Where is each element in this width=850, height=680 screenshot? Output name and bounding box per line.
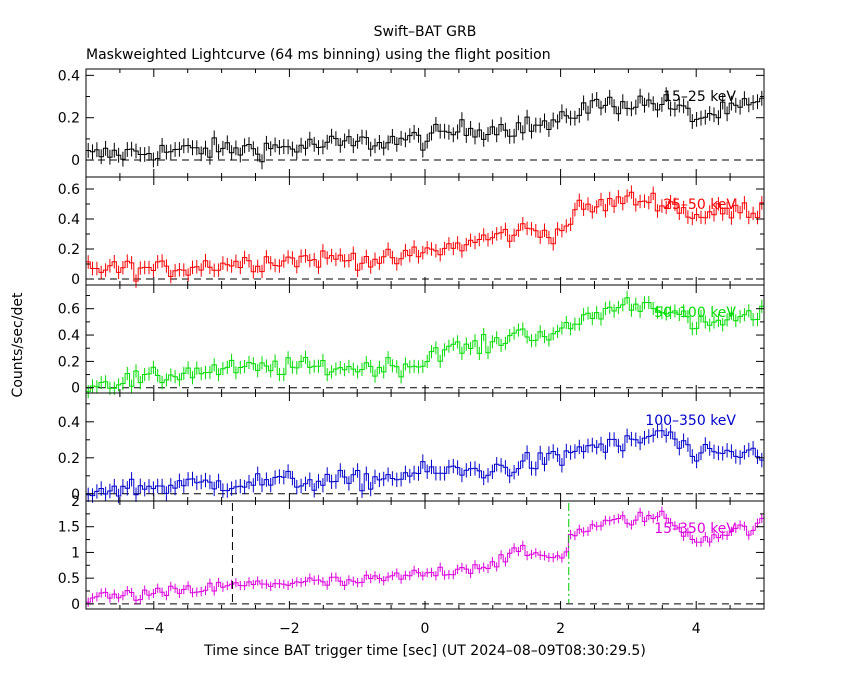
x-tick-label: −4 — [143, 621, 164, 637]
x-tick-label: −2 — [279, 621, 300, 637]
error-bars — [87, 185, 763, 288]
lightcurve-series — [86, 510, 764, 603]
x-tick-label: 0 — [421, 621, 430, 637]
energy-band-label: 100–350 keV — [645, 413, 736, 429]
lightcurve-series — [86, 297, 764, 393]
panel-5: 0 0.5 1 1.5 2 15–350 keV — [58, 494, 765, 613]
y-axis-label: Counts/sec/det — [10, 292, 26, 397]
lightcurve-series — [86, 191, 764, 282]
energy-band-label: 15–350 keV — [654, 521, 736, 537]
y-tick-label: 0 — [71, 272, 80, 288]
y-tick-label: 0.4 — [58, 212, 80, 228]
y-tick-label: 0 — [71, 487, 80, 503]
x-tick-label: 2 — [556, 621, 565, 637]
panel-frame — [85, 500, 765, 610]
y-tick-label: 0.2 — [58, 111, 80, 127]
x-axis-label: Time since BAT trigger time [sec] (UT 20… — [203, 643, 646, 659]
panel-frame — [85, 68, 765, 178]
y-tick-label: 2 — [71, 494, 80, 510]
panel-4: 0 0.2 0.4 100–350 keV — [58, 392, 765, 504]
lightcurve-series — [86, 94, 764, 163]
y-tick-label: 0.6 — [58, 302, 80, 318]
panel-3: 0 0.2 0.4 0.6 50–100 keV — [58, 284, 765, 399]
y-tick-label: 0.4 — [58, 415, 80, 431]
x-tick-label: 4 — [692, 621, 701, 637]
lightcurve-series — [86, 430, 764, 497]
y-tick-label: 0.5 — [58, 571, 80, 587]
energy-band-label: 50–100 keV — [654, 305, 736, 321]
y-tick-label: 0.6 — [58, 182, 80, 198]
y-tick-label: 0.2 — [58, 242, 80, 258]
y-tick-label: 0.4 — [58, 68, 80, 84]
error-bars — [87, 87, 763, 170]
y-tick-label: 0 — [71, 381, 80, 397]
y-tick-label: 1.5 — [58, 520, 80, 536]
y-tick-label: 1 — [71, 545, 80, 561]
panel-frame — [85, 284, 765, 394]
y-tick-label: 0.2 — [58, 451, 80, 467]
y-tick-label: 0.2 — [58, 354, 80, 370]
panel-2: 0 0.2 0.4 0.6 25–50 keV — [58, 176, 765, 288]
figure-subtitle: Maskweighted Lightcurve (64 ms binning) … — [86, 47, 551, 63]
figure-title: Swift–BAT GRB — [374, 24, 477, 40]
y-tick-label: 0 — [71, 153, 80, 169]
y-tick-label: 0 — [71, 597, 80, 613]
y-tick-label: 0.4 — [58, 328, 80, 344]
energy-band-label: 15–25 keV — [663, 89, 736, 105]
energy-band-label: 25–50 keV — [663, 197, 736, 213]
panel-1: 0 0.2 0.4 15–25 keV — [58, 68, 765, 178]
